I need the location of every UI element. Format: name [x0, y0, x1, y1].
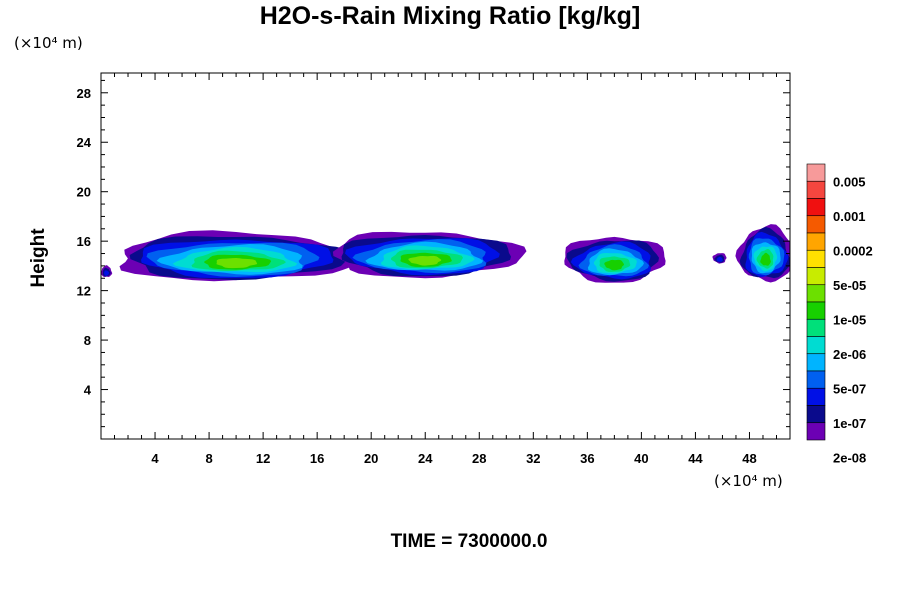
contour-fill-layer [101, 224, 790, 283]
x-tick-label: 28 [472, 451, 486, 466]
x-tick-label: 20 [364, 451, 378, 466]
colorbar-swatch [806, 180, 826, 199]
y-tick-label: 8 [84, 333, 91, 348]
colorbar-swatch [806, 267, 826, 286]
x-tick-label: 48 [742, 451, 756, 466]
colorbar-label: 2e-06 [833, 347, 866, 362]
colorbar-swatch [806, 284, 826, 303]
colorbar-swatch [806, 215, 826, 234]
colorbar-swatch [806, 422, 826, 441]
contour-level [716, 256, 723, 262]
contour-cloud-edge-left [101, 265, 113, 277]
x-tick-label: 36 [580, 451, 594, 466]
x-tick-label: 40 [634, 451, 648, 466]
chart-title: H2O-s-Rain Mixing Ratio [kg/kg] [259, 2, 641, 30]
x-axis-unit: (×10⁴ m) [714, 472, 783, 490]
contour-level [408, 255, 442, 266]
x-tick-label: 8 [205, 451, 212, 466]
y-tick-label: 28 [77, 86, 91, 101]
colorbar-swatch [806, 387, 826, 406]
contour-cloud-right [735, 224, 790, 283]
colorbar-label: 2e-08 [833, 450, 866, 465]
contour-cloud-mid [564, 236, 666, 283]
colorbar-swatch [806, 318, 826, 337]
x-tick-label: 44 [688, 451, 703, 466]
contour-level [604, 259, 624, 271]
plot-area-frame [100, 72, 791, 440]
y-tick-label: 24 [77, 135, 92, 150]
colorbar-label: 1e-05 [833, 312, 866, 327]
y-tick-label: 4 [84, 383, 92, 398]
colorbar-swatch [806, 249, 826, 268]
x-tick-label: 16 [310, 451, 324, 466]
colorbar-swatch [806, 163, 826, 182]
y-tick-label: 16 [77, 234, 91, 249]
colorbar-swatch [806, 198, 826, 217]
colorbar-label: 1e-07 [833, 416, 866, 431]
colorbar-label: 0.005 [833, 174, 866, 189]
x-tick-label: 24 [418, 451, 433, 466]
colorbar-swatch [806, 336, 826, 355]
y-axis-unit: (×10⁴ m) [14, 34, 83, 52]
colorbar-swatch [806, 301, 826, 320]
colorbar-swatch [806, 353, 826, 372]
contour-cloud-main-a [119, 230, 372, 282]
contour-cloud-small [712, 253, 727, 264]
colorbar-swatch [806, 405, 826, 424]
contour-cloud-main-b [332, 231, 527, 279]
time-label: TIME = 7300000.0 [390, 531, 548, 552]
x-tick-label: 32 [526, 451, 540, 466]
y-tick-label: 20 [77, 185, 91, 200]
x-tick-label: 12 [256, 451, 270, 466]
contour-level [216, 258, 258, 269]
colorbar-swatch [806, 370, 826, 389]
colorbar-label: 5e-07 [833, 381, 866, 396]
colorbar-label: 0.001 [833, 209, 866, 224]
colorbar-label: 0.0002 [833, 243, 873, 258]
contour-level [104, 270, 109, 276]
colorbar: 0.005 0.001 0.0002 5e-05 1e-05 2e-06 5e-07 1e-0… [806, 163, 873, 465]
contour-level [760, 252, 771, 266]
colorbar-label: 5e-05 [833, 278, 866, 293]
colorbar-swatch [806, 232, 826, 251]
y-tick-label: 12 [77, 284, 91, 299]
x-tick-label: 4 [151, 451, 159, 466]
